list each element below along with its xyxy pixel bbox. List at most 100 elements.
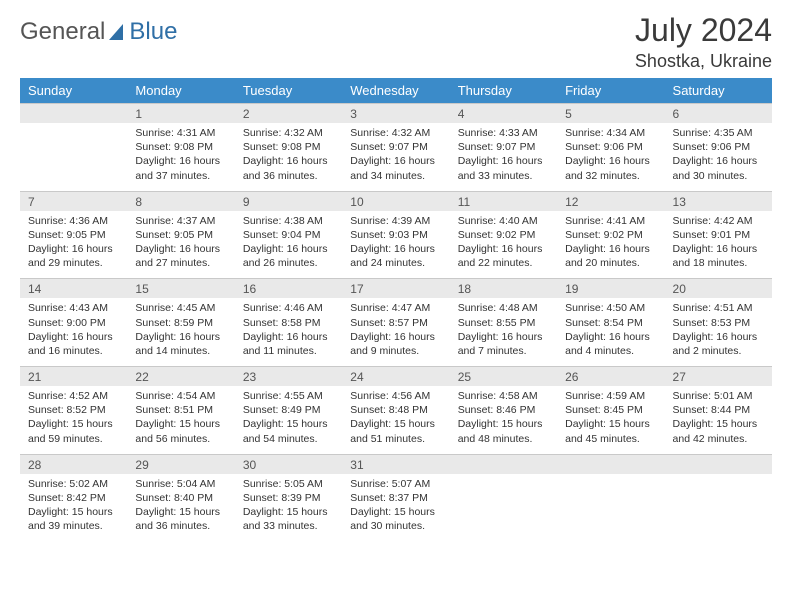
day-number: 5 [557, 104, 664, 123]
daylight-line: Daylight: 16 hours and 22 minutes. [458, 243, 543, 269]
day-body: Sunrise: 4:32 AMSunset: 9:07 PMDaylight:… [342, 123, 449, 191]
day-number: 11 [450, 192, 557, 211]
weekday-thu: Thursday [450, 78, 557, 104]
daylight-line: Daylight: 16 hours and 30 minutes. [673, 155, 758, 181]
day-number: 27 [665, 367, 772, 386]
calendar-cell: 21Sunrise: 4:52 AMSunset: 8:52 PMDayligh… [20, 367, 127, 455]
sunrise-line: Sunrise: 4:54 AM [135, 390, 215, 402]
sunset-line: Sunset: 8:39 PM [243, 492, 321, 504]
sunset-line: Sunset: 8:54 PM [565, 317, 643, 329]
sunset-line: Sunset: 8:40 PM [135, 492, 213, 504]
day-number-empty [20, 104, 127, 123]
day-number-empty [557, 455, 664, 474]
sunrise-line: Sunrise: 4:52 AM [28, 390, 108, 402]
day-number: 15 [127, 279, 234, 298]
daylight-line: Daylight: 16 hours and 18 minutes. [673, 243, 758, 269]
day-body: Sunrise: 4:51 AMSunset: 8:53 PMDaylight:… [665, 298, 772, 366]
day-body: Sunrise: 5:05 AMSunset: 8:39 PMDaylight:… [235, 474, 342, 542]
sunrise-line: Sunrise: 4:34 AM [565, 127, 645, 139]
sunset-line: Sunset: 8:49 PM [243, 404, 321, 416]
daylight-line: Daylight: 16 hours and 7 minutes. [458, 331, 543, 357]
calendar-cell: 24Sunrise: 4:56 AMSunset: 8:48 PMDayligh… [342, 367, 449, 455]
calendar-row: 28Sunrise: 5:02 AMSunset: 8:42 PMDayligh… [20, 454, 772, 541]
day-number: 3 [342, 104, 449, 123]
sunset-line: Sunset: 9:02 PM [565, 229, 643, 241]
day-number: 20 [665, 279, 772, 298]
sunset-line: Sunset: 8:57 PM [350, 317, 428, 329]
day-body-empty [557, 474, 664, 528]
logo-sail-icon [107, 22, 127, 42]
sunrise-line: Sunrise: 4:59 AM [565, 390, 645, 402]
calendar-cell: 22Sunrise: 4:54 AMSunset: 8:51 PMDayligh… [127, 367, 234, 455]
day-number: 18 [450, 279, 557, 298]
calendar-cell: 6Sunrise: 4:35 AMSunset: 9:06 PMDaylight… [665, 104, 772, 192]
sunset-line: Sunset: 8:52 PM [28, 404, 106, 416]
daylight-line: Daylight: 15 hours and 30 minutes. [350, 506, 435, 532]
sunrise-line: Sunrise: 4:42 AM [673, 215, 753, 227]
sunset-line: Sunset: 8:48 PM [350, 404, 428, 416]
sunrise-line: Sunrise: 5:04 AM [135, 478, 215, 490]
sunrise-line: Sunrise: 4:31 AM [135, 127, 215, 139]
calendar-cell: 1Sunrise: 4:31 AMSunset: 9:08 PMDaylight… [127, 104, 234, 192]
day-body: Sunrise: 4:56 AMSunset: 8:48 PMDaylight:… [342, 386, 449, 454]
day-number: 13 [665, 192, 772, 211]
weekday-fri: Friday [557, 78, 664, 104]
day-body: Sunrise: 4:55 AMSunset: 8:49 PMDaylight:… [235, 386, 342, 454]
day-number: 28 [20, 455, 127, 474]
daylight-line: Daylight: 15 hours and 39 minutes. [28, 506, 113, 532]
day-body: Sunrise: 4:54 AMSunset: 8:51 PMDaylight:… [127, 386, 234, 454]
calendar-cell [450, 454, 557, 541]
daylight-line: Daylight: 16 hours and 2 minutes. [673, 331, 758, 357]
logo: General Blue [20, 12, 177, 46]
header: General Blue July 2024 Shostka, Ukraine [20, 12, 772, 72]
day-body: Sunrise: 4:45 AMSunset: 8:59 PMDaylight:… [127, 298, 234, 366]
sunrise-line: Sunrise: 4:45 AM [135, 302, 215, 314]
day-number: 10 [342, 192, 449, 211]
calendar-cell [20, 104, 127, 192]
day-number: 23 [235, 367, 342, 386]
calendar-cell: 20Sunrise: 4:51 AMSunset: 8:53 PMDayligh… [665, 279, 772, 367]
sunset-line: Sunset: 8:53 PM [673, 317, 751, 329]
weekday-wed: Wednesday [342, 78, 449, 104]
day-number: 21 [20, 367, 127, 386]
calendar-cell: 27Sunrise: 5:01 AMSunset: 8:44 PMDayligh… [665, 367, 772, 455]
weekday-sun: Sunday [20, 78, 127, 104]
sunset-line: Sunset: 8:46 PM [458, 404, 536, 416]
day-number: 6 [665, 104, 772, 123]
calendar-cell: 11Sunrise: 4:40 AMSunset: 9:02 PMDayligh… [450, 191, 557, 279]
calendar-table: Sunday Monday Tuesday Wednesday Thursday… [20, 78, 772, 541]
calendar-cell: 17Sunrise: 4:47 AMSunset: 8:57 PMDayligh… [342, 279, 449, 367]
calendar-cell: 30Sunrise: 5:05 AMSunset: 8:39 PMDayligh… [235, 454, 342, 541]
sunset-line: Sunset: 9:06 PM [565, 141, 643, 153]
calendar-cell: 16Sunrise: 4:46 AMSunset: 8:58 PMDayligh… [235, 279, 342, 367]
daylight-line: Daylight: 15 hours and 36 minutes. [135, 506, 220, 532]
day-number: 12 [557, 192, 664, 211]
day-number: 4 [450, 104, 557, 123]
day-number: 25 [450, 367, 557, 386]
daylight-line: Daylight: 16 hours and 11 minutes. [243, 331, 328, 357]
day-number: 31 [342, 455, 449, 474]
sunset-line: Sunset: 9:05 PM [135, 229, 213, 241]
day-number: 14 [20, 279, 127, 298]
day-body-empty [450, 474, 557, 528]
calendar-row: 7Sunrise: 4:36 AMSunset: 9:05 PMDaylight… [20, 191, 772, 279]
daylight-line: Daylight: 16 hours and 24 minutes. [350, 243, 435, 269]
calendar-cell: 23Sunrise: 4:55 AMSunset: 8:49 PMDayligh… [235, 367, 342, 455]
sunset-line: Sunset: 9:04 PM [243, 229, 321, 241]
daylight-line: Daylight: 16 hours and 33 minutes. [458, 155, 543, 181]
daylight-line: Daylight: 16 hours and 29 minutes. [28, 243, 113, 269]
weekday-mon: Monday [127, 78, 234, 104]
calendar-cell: 5Sunrise: 4:34 AMSunset: 9:06 PMDaylight… [557, 104, 664, 192]
title-block: July 2024 Shostka, Ukraine [635, 12, 772, 72]
daylight-line: Daylight: 16 hours and 27 minutes. [135, 243, 220, 269]
day-number: 8 [127, 192, 234, 211]
sunrise-line: Sunrise: 4:46 AM [243, 302, 323, 314]
sunrise-line: Sunrise: 4:39 AM [350, 215, 430, 227]
calendar-cell: 25Sunrise: 4:58 AMSunset: 8:46 PMDayligh… [450, 367, 557, 455]
calendar-cell [665, 454, 772, 541]
calendar-cell: 19Sunrise: 4:50 AMSunset: 8:54 PMDayligh… [557, 279, 664, 367]
day-body: Sunrise: 4:33 AMSunset: 9:07 PMDaylight:… [450, 123, 557, 191]
sunset-line: Sunset: 9:07 PM [458, 141, 536, 153]
sunrise-line: Sunrise: 4:47 AM [350, 302, 430, 314]
sunrise-line: Sunrise: 5:01 AM [673, 390, 753, 402]
